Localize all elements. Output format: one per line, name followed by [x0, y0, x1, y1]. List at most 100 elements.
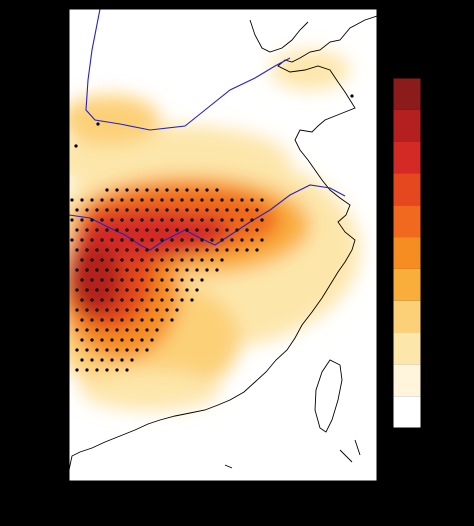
dot	[145, 288, 149, 292]
dot	[145, 188, 149, 192]
dot	[160, 218, 164, 222]
colorbar-segment	[393, 237, 421, 269]
dot	[210, 258, 214, 262]
dot	[220, 238, 224, 242]
dot	[85, 208, 89, 212]
dot	[95, 248, 99, 252]
field	[69, 50, 360, 410]
dot	[135, 188, 139, 192]
dot	[175, 208, 179, 212]
dot	[155, 188, 159, 192]
dot	[115, 208, 119, 212]
dot	[165, 228, 169, 232]
dot	[90, 218, 94, 222]
dot	[150, 258, 154, 262]
dot	[125, 188, 129, 192]
dot	[170, 218, 174, 222]
dot	[170, 318, 174, 322]
dot	[185, 188, 189, 192]
dot	[120, 338, 124, 342]
dot	[95, 368, 99, 372]
dot	[195, 248, 199, 252]
map	[69, 9, 377, 481]
dot	[200, 258, 204, 262]
dot	[235, 228, 239, 232]
dot	[125, 348, 129, 352]
dot	[180, 218, 184, 222]
dot	[135, 328, 139, 332]
dot	[110, 358, 114, 362]
dot	[90, 198, 94, 202]
dot	[85, 268, 89, 272]
dot	[125, 248, 129, 252]
dot	[105, 188, 109, 192]
dot	[180, 258, 184, 262]
dot	[85, 328, 89, 332]
dot	[165, 208, 169, 212]
dot	[220, 198, 224, 202]
dot	[130, 198, 134, 202]
dot	[70, 238, 74, 242]
dot	[90, 358, 94, 362]
dot	[80, 338, 84, 342]
significance-dots	[70, 94, 354, 372]
dot	[150, 218, 154, 222]
dot	[175, 228, 179, 232]
dot	[125, 328, 129, 332]
dot	[100, 258, 104, 262]
dot	[145, 208, 149, 212]
dot	[140, 338, 144, 342]
dot	[115, 268, 119, 272]
dot	[170, 238, 174, 242]
dot	[135, 308, 139, 312]
dot	[115, 368, 119, 372]
colorbar	[392, 77, 422, 429]
dot	[105, 368, 109, 372]
dot	[110, 238, 114, 242]
dot	[185, 228, 189, 232]
dot	[250, 218, 254, 222]
dot	[105, 228, 109, 232]
dot	[130, 238, 134, 242]
dot	[90, 258, 94, 262]
dot	[145, 248, 149, 252]
dot	[85, 368, 89, 372]
dot	[110, 278, 114, 282]
dot	[90, 298, 94, 302]
dot	[245, 228, 249, 232]
dot	[175, 268, 179, 272]
dot	[140, 278, 144, 282]
dot	[90, 318, 94, 322]
dot	[195, 188, 199, 192]
dot	[350, 94, 354, 98]
dot	[80, 218, 84, 222]
dot	[115, 228, 119, 232]
dot	[95, 268, 99, 272]
colorbar-segment	[393, 109, 421, 142]
dot	[100, 218, 104, 222]
dot	[190, 198, 194, 202]
dot	[70, 198, 74, 202]
dot	[155, 208, 159, 212]
dot	[170, 258, 174, 262]
dot	[160, 198, 164, 202]
dot	[115, 188, 119, 192]
dot	[195, 268, 199, 272]
dot	[190, 238, 194, 242]
dot	[120, 358, 124, 362]
dot	[215, 208, 219, 212]
dot	[110, 198, 114, 202]
colorbar-segment	[393, 141, 421, 174]
dot	[185, 208, 189, 212]
dot	[80, 298, 84, 302]
dot	[190, 278, 194, 282]
dot	[145, 228, 149, 232]
dot	[220, 218, 224, 222]
dot	[230, 238, 234, 242]
colorbar-segment	[393, 332, 421, 365]
dot	[185, 268, 189, 272]
dot	[130, 338, 134, 342]
dot	[105, 348, 109, 352]
dot	[135, 348, 139, 352]
